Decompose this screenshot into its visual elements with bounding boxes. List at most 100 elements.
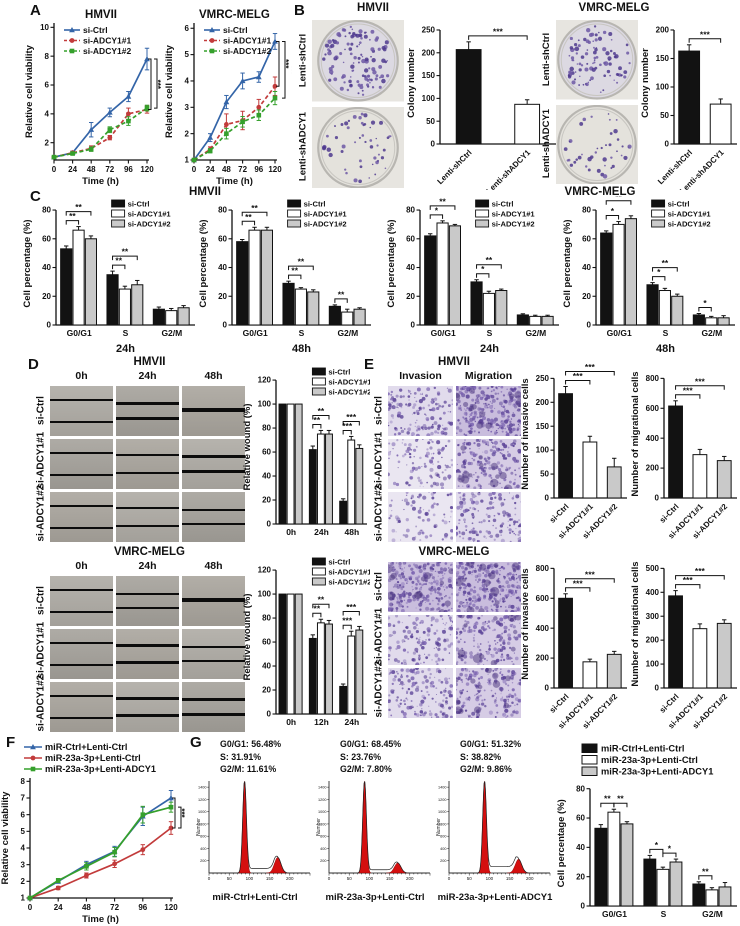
dna-histogram-plot: 0 50 100 150 200 200 400 600 800 1000 1200 1400 Numb…: [436, 778, 554, 884]
histogram-label: miR-23a-3p+Lenti-Ctrl: [325, 892, 425, 903]
svg-text:200: 200: [406, 876, 414, 881]
svg-text:**: **: [291, 266, 298, 276]
svg-text:1000: 1000: [318, 810, 326, 814]
svg-text:**: **: [75, 202, 82, 212]
svg-text:si-Ctrl: si-Ctrl: [128, 199, 150, 208]
wound-scratch-image: [116, 439, 179, 489]
svg-text:**: **: [318, 595, 325, 605]
grid-row-label: si-Ctrl: [35, 396, 47, 425]
svg-text:80: 80: [262, 424, 271, 433]
well-row-label: Lenti-shCtrl: [297, 33, 309, 88]
svg-text:si-Ctrl: si-Ctrl: [492, 199, 514, 208]
svg-text:800: 800: [200, 822, 206, 826]
transwell-image: [456, 492, 521, 542]
invasion-chart-vmrc: 0 200 400 600 800 Number of invasive cells si-…: [520, 554, 630, 734]
transwell-image: [456, 386, 521, 436]
transwell-image: [388, 562, 453, 612]
well-row-label: Lenti-shADCY1: [297, 111, 309, 182]
svg-text:***: ***: [695, 376, 706, 386]
svg-text:24: 24: [54, 903, 63, 912]
grid-row-label: si-Ctrl: [35, 586, 47, 615]
svg-text:***: ***: [683, 575, 694, 585]
panel-g-label: G: [190, 734, 202, 751]
svg-text:0: 0: [411, 321, 416, 330]
wound-scratch-image: [50, 629, 113, 679]
svg-text:2: 2: [21, 877, 26, 886]
svg-text:60: 60: [42, 234, 51, 243]
svg-text:400: 400: [200, 847, 206, 851]
flow-histogram-3: G0/G1: 51.32% S: 38.82% G2/M: 9.86% 0 50 1…: [436, 738, 554, 924]
svg-text:***: ***: [346, 602, 357, 612]
svg-text:si-ADCY1#1: si-ADCY1#1: [492, 209, 536, 218]
wound-scratch-image: [182, 576, 245, 626]
grid-column-header: 0h: [75, 370, 88, 382]
svg-text:80: 80: [218, 206, 227, 215]
wound-scratch-image: [50, 439, 113, 489]
svg-text:2: 2: [185, 129, 190, 138]
svg-text:200: 200: [286, 876, 294, 881]
svg-text:si-ADCY1#1: si-ADCY1#1: [328, 567, 370, 576]
colony-title-hmvii: HMVII: [357, 2, 389, 14]
svg-text:80: 80: [576, 784, 585, 793]
grid-row-label: si-ADCY1#2: [35, 674, 47, 732]
svg-text:96: 96: [138, 903, 147, 912]
svg-text:200: 200: [656, 26, 670, 35]
transwell-image: [456, 668, 521, 718]
wound-scratch-image: [116, 492, 179, 542]
svg-text:*: *: [481, 264, 485, 274]
svg-text:G0/G1: G0/G1: [431, 328, 456, 338]
svg-text:si-Ctrl: si-Ctrl: [304, 199, 326, 208]
svg-text:0h: 0h: [286, 717, 296, 727]
svg-text:24h: 24h: [116, 343, 135, 355]
svg-text:VMRC-MELG: VMRC-MELG: [199, 9, 270, 21]
wound-grid-vmrc: 0h 24h 48h si-Ctrl si-ADCY1#1 si-ADCY1#2: [36, 560, 245, 735]
svg-text:40: 40: [576, 843, 585, 852]
svg-text:48: 48: [82, 903, 91, 912]
svg-text:0: 0: [545, 684, 550, 693]
svg-text:*: *: [611, 206, 615, 216]
svg-text:Cell percentage (%): Cell percentage (%): [22, 219, 33, 307]
svg-text:150: 150: [266, 876, 274, 881]
svg-text:600: 600: [200, 835, 206, 839]
svg-text:si-ADCY1#1: si-ADCY1#1: [83, 36, 131, 46]
svg-text:800: 800: [440, 822, 446, 826]
colony-well-photo: [556, 20, 638, 100]
histogram-label: miR-23a-3p+Lenti-ADCY1: [437, 892, 553, 903]
svg-text:800: 800: [320, 822, 326, 826]
grid-column-header: 48h: [204, 560, 223, 572]
stat-line: G2/M: 7.80%: [340, 764, 392, 774]
svg-text:si-Ctrl: si-Ctrl: [658, 692, 681, 715]
wound-scratch-image: [116, 386, 179, 436]
transwell-image: [388, 386, 453, 436]
svg-text:8: 8: [21, 777, 26, 786]
svg-text:1200: 1200: [438, 798, 446, 802]
svg-text:48h: 48h: [345, 527, 360, 537]
colony-wells-vmrc: [556, 20, 638, 184]
svg-text:G0/G1: G0/G1: [602, 909, 627, 919]
wound-grid-hmvii: 0h 24h 48h si-Ctrl si-ADCY1#1 si-ADCY1#2: [36, 370, 245, 545]
migration-chart-hmvii: 0 200 400 600 800 Number of migrational cells…: [630, 364, 740, 544]
svg-text:20: 20: [218, 292, 227, 301]
cycle-chart-hmvii-24h: 0 20 40 60 80 Cell percentage (%) G0/G1 S G2/M 24…: [22, 196, 198, 356]
svg-text:60: 60: [576, 814, 585, 823]
svg-text:0: 0: [267, 520, 272, 529]
svg-text:0: 0: [655, 684, 660, 693]
svg-text:50: 50: [347, 876, 353, 881]
svg-text:HMVII: HMVII: [85, 9, 117, 21]
svg-text:400: 400: [536, 624, 550, 633]
svg-text:0: 0: [448, 876, 451, 881]
svg-text:Time (h): Time (h): [82, 176, 119, 186]
svg-text:si-ADCY1#1: si-ADCY1#1: [304, 209, 348, 218]
transwell-grid-vmrc: si-Ctrl si-ADCY1#1 si-ADCY1#2: [374, 562, 521, 721]
svg-text:5: 5: [21, 827, 26, 836]
svg-text:si-Ctrl: si-Ctrl: [328, 367, 350, 376]
svg-text:S: S: [661, 909, 667, 919]
svg-text:si-ADCY1#2: si-ADCY1#2: [304, 219, 347, 228]
svg-text:24: 24: [206, 165, 215, 174]
svg-text:Number of migrational cells: Number of migrational cells: [630, 561, 641, 686]
cycle-title-vmrc: VMRC-MELG: [564, 186, 636, 198]
svg-text:si-Ctrl: si-Ctrl: [223, 25, 248, 35]
svg-text:1400: 1400: [198, 786, 206, 790]
svg-text:100: 100: [366, 876, 374, 881]
